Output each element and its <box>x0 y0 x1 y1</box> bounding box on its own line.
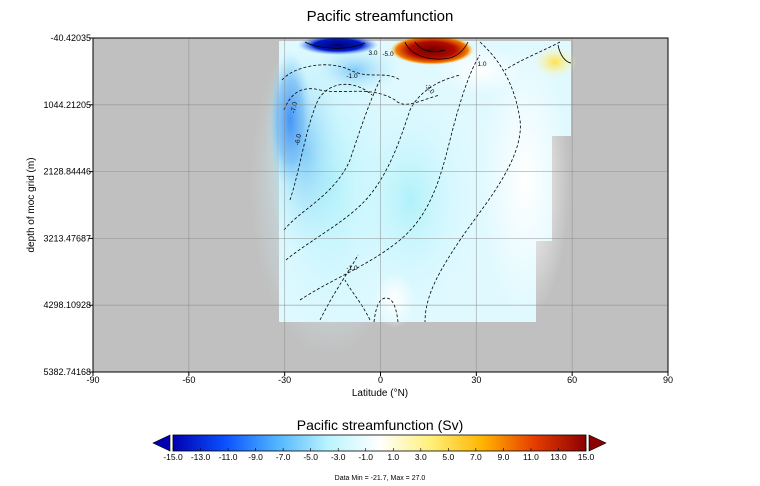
contour-label: 3.0 <box>368 50 377 57</box>
chart-title: Pacific streamfunction <box>307 8 454 25</box>
colorbar-tick-label: -7.0 <box>276 452 291 462</box>
x-axis-ticks: -90 -60 -30 0 30 60 90 <box>86 372 673 385</box>
positive-cell-east <box>533 46 577 78</box>
y-axis-ticks: -40.42035 1044.21205 2128.84446 3213.47687 4… <box>43 33 93 377</box>
y-tick-label: 2128.84446 <box>43 167 91 177</box>
positive-cell-surface <box>390 35 474 65</box>
colorbar-title: Pacific streamfunction (Sv) <box>297 417 464 433</box>
y-tick-label: -40.42035 <box>50 33 91 43</box>
colorbar-extend-high-arrow <box>589 435 606 451</box>
colorbar-tick-label: -9.0 <box>248 452 263 462</box>
colorbar-tick-label: 7.0 <box>470 452 482 462</box>
deep-blue-field <box>268 50 312 190</box>
contour-label: -5.0 <box>382 51 394 58</box>
y-tick-label: 4298.10928 <box>43 300 91 310</box>
x-tick-label: -60 <box>182 375 195 385</box>
colorbar-tick-label: -3.0 <box>331 452 346 462</box>
x-axis-label: Latitude (°N) <box>352 388 408 399</box>
colorbar-tick-label: -15.0 <box>163 452 183 462</box>
x-tick-label: 30 <box>471 375 481 385</box>
data-range-footnote: Data Min = -21.7, Max = 27.0 <box>335 475 426 482</box>
data-field <box>250 15 577 355</box>
colorbar-extend-low-arrow <box>153 435 170 451</box>
contour-label: -1.0 <box>346 265 358 272</box>
x-tick-label: 0 <box>378 375 383 385</box>
colorbar-tick-label: 3.0 <box>415 452 427 462</box>
y-tick-label: 3213.47687 <box>43 233 91 243</box>
x-tick-label: 90 <box>663 375 673 385</box>
contour-label: 1.0 <box>477 61 486 68</box>
colorbar-tick-label: 11.0 <box>523 452 539 462</box>
white-field <box>375 272 415 328</box>
colorbar-tick-label: 13.0 <box>550 452 567 462</box>
colorbar: -15.0 -13.0 -11.0 -9.0 -7.0 -5.0 -3.0 -1.0 1.0 3.… <box>153 435 606 462</box>
colorbar-tick-label: 9.0 <box>497 452 509 462</box>
plot-area: -1.0-5.0-7.0-3.03.0-6.0-1.01.0 -90 -60 -30… <box>43 15 673 385</box>
x-tick-label: -30 <box>278 375 291 385</box>
y-axis-label: depth of moc grid (m) <box>26 157 37 252</box>
colorbar-tick-label: -11.0 <box>219 452 238 462</box>
contour-label: -1.0 <box>346 73 358 80</box>
colorbar-tick-label: -5.0 <box>303 452 318 462</box>
colorbar-tick-label: 1.0 <box>387 452 399 462</box>
colorbar-tick-label: 15.0 <box>578 452 595 462</box>
colorbar-gradient <box>173 435 586 451</box>
colorbar-tick-label: 5.0 <box>442 452 454 462</box>
y-tick-label: 1044.21205 <box>43 100 91 110</box>
x-tick-label: 60 <box>567 375 577 385</box>
y-tick-label: 5382.74168 <box>43 367 91 377</box>
colorbar-tick-label: -13.0 <box>191 452 211 462</box>
colorbar-tick-label: -1.0 <box>358 452 373 462</box>
